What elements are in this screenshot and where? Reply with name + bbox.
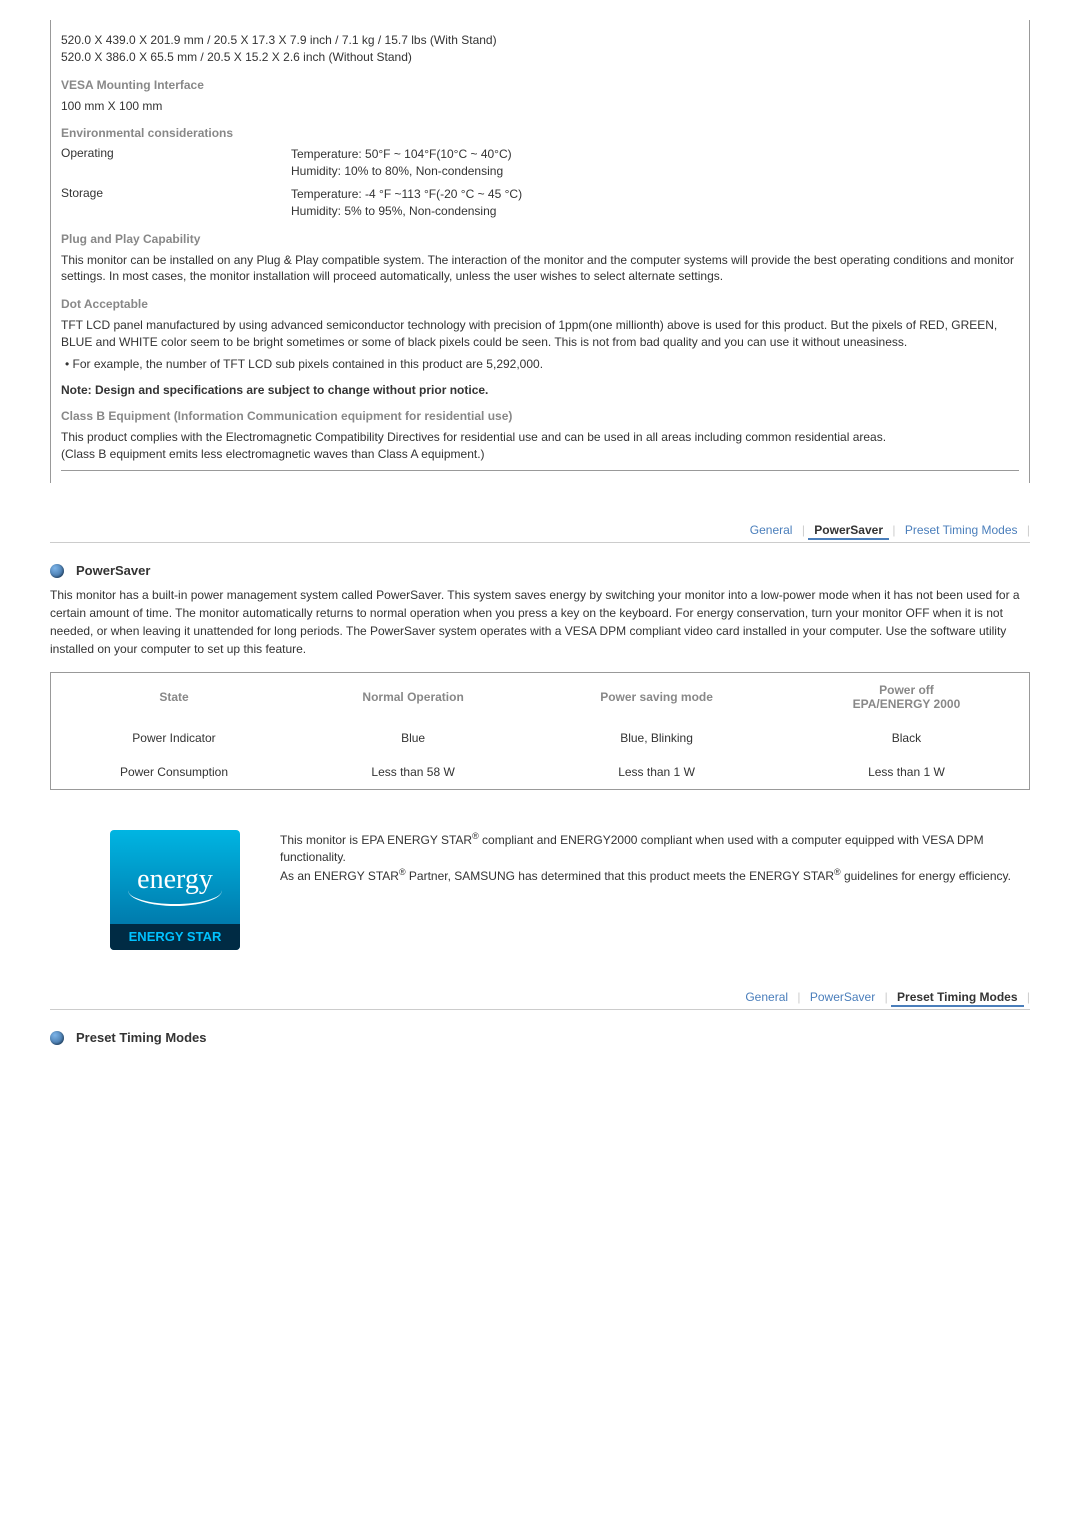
preset-title-row: Preset Timing Modes <box>50 1030 1030 1045</box>
energy-logo-band: ENERGY STAR <box>110 924 240 950</box>
bullet-ball-icon <box>50 564 64 578</box>
th-state: State <box>51 673 297 722</box>
bullet-ball-icon <box>50 1031 64 1045</box>
storage-row: Storage Temperature: -4 °F ~113 °F(-20 °… <box>61 186 1019 220</box>
cell-consumption-off: Less than 1 W <box>784 755 1030 790</box>
tab-general[interactable]: General <box>739 990 794 1004</box>
energy-line2b: Partner, SAMSUNG has determined that thi… <box>406 869 834 883</box>
spec-box: 520.0 X 439.0 X 201.9 mm / 20.5 X 17.3 X… <box>50 20 1030 483</box>
cell-consumption-label: Power Consumption <box>51 755 297 790</box>
dot-heading: Dot Acceptable <box>61 297 1019 311</box>
tab-separator: | <box>1027 990 1030 1004</box>
plug-heading: Plug and Play Capability <box>61 232 1019 246</box>
registered-icon: ® <box>399 867 406 877</box>
plug-body: This monitor can be installed on any Plu… <box>61 252 1019 286</box>
table-row: Power Consumption Less than 58 W Less th… <box>51 755 1030 790</box>
energy-line2a: As an ENERGY STAR <box>280 869 399 883</box>
dot-bullet: • For example, the number of TFT LCD sub… <box>65 357 1019 371</box>
tab-separator: | <box>802 523 805 537</box>
th-saving: Power saving mode <box>529 673 784 722</box>
preset-title: Preset Timing Modes <box>76 1030 207 1045</box>
th-normal: Normal Operation <box>297 673 529 722</box>
spec-change-note: Note: Design and specifications are subj… <box>61 383 1019 397</box>
class-b-body1: This product complies with the Electroma… <box>61 429 1019 446</box>
storage-humidity: Humidity: 5% to 95%, Non-condensing <box>291 203 1019 220</box>
tab-separator: | <box>892 523 895 537</box>
powersaver-title-row: PowerSaver <box>50 563 1030 578</box>
cell-consumption-normal: Less than 58 W <box>297 755 529 790</box>
operating-temp: Temperature: 50°F ~ 104°F(10°C ~ 40°C) <box>291 146 1019 163</box>
energy-text: This monitor is EPA ENERGY STAR® complia… <box>280 830 1030 884</box>
env-heading: Environmental considerations <box>61 126 1019 140</box>
energy-line1a: This monitor is EPA ENERGY STAR <box>280 833 472 847</box>
tabs-powersaver: General | PowerSaver | Preset Timing Mod… <box>50 523 1030 543</box>
dimensions-with-stand: 520.0 X 439.0 X 201.9 mm / 20.5 X 17.3 X… <box>61 32 1019 49</box>
vesa-heading: VESA Mounting Interface <box>61 78 1019 92</box>
registered-icon: ® <box>834 867 841 877</box>
energy-star-row: energy ENERGY STAR This monitor is EPA E… <box>50 830 1030 950</box>
powersaver-body: This monitor has a built-in power manage… <box>50 586 1030 658</box>
class-b-body2: (Class B equipment emits less electromag… <box>61 446 1019 472</box>
cell-indicator-normal: Blue <box>297 721 529 755</box>
tab-preset-timing[interactable]: Preset Timing Modes <box>891 990 1023 1007</box>
operating-row: Operating Temperature: 50°F ~ 104°F(10°C… <box>61 146 1019 180</box>
vesa-value: 100 mm X 100 mm <box>61 98 1019 115</box>
cell-indicator-saving: Blue, Blinking <box>529 721 784 755</box>
storage-label: Storage <box>61 186 291 220</box>
table-header-row: State Normal Operation Power saving mode… <box>51 673 1030 722</box>
cell-indicator-label: Power Indicator <box>51 721 297 755</box>
tabs-preset: General | PowerSaver | Preset Timing Mod… <box>50 990 1030 1010</box>
cell-consumption-saving: Less than 1 W <box>529 755 784 790</box>
tab-powersaver[interactable]: PowerSaver <box>808 523 889 540</box>
th-off: Power offEPA/ENERGY 2000 <box>784 673 1030 722</box>
operating-label: Operating <box>61 146 291 180</box>
tab-powersaver[interactable]: PowerSaver <box>804 990 881 1004</box>
dot-body: TFT LCD panel manufactured by using adva… <box>61 317 1019 351</box>
powersaver-title: PowerSaver <box>76 563 150 578</box>
dot-bullet-text: For example, the number of TFT LCD sub p… <box>73 357 543 371</box>
energy-line2c: guidelines for energy efficiency. <box>841 869 1011 883</box>
operating-humidity: Humidity: 10% to 80%, Non-condensing <box>291 163 1019 180</box>
tab-separator: | <box>797 990 800 1004</box>
power-table: State Normal Operation Power saving mode… <box>50 672 1030 790</box>
table-row: Power Indicator Blue Blue, Blinking Blac… <box>51 721 1030 755</box>
tab-separator: | <box>885 990 888 1004</box>
dimensions-without-stand: 520.0 X 386.0 X 65.5 mm / 20.5 X 15.2 X … <box>61 49 1019 66</box>
storage-temp: Temperature: -4 °F ~113 °F(-20 °C ~ 45 °… <box>291 186 1019 203</box>
registered-icon: ® <box>472 831 479 841</box>
tab-separator: | <box>1027 523 1030 537</box>
class-b-heading: Class B Equipment (Information Communica… <box>61 409 1019 423</box>
cell-indicator-off: Black <box>784 721 1030 755</box>
energy-star-logo: energy ENERGY STAR <box>110 830 240 950</box>
energy-logo-swoop-icon <box>128 884 222 906</box>
tab-general[interactable]: General <box>744 523 799 537</box>
tab-preset-timing[interactable]: Preset Timing Modes <box>899 523 1024 537</box>
